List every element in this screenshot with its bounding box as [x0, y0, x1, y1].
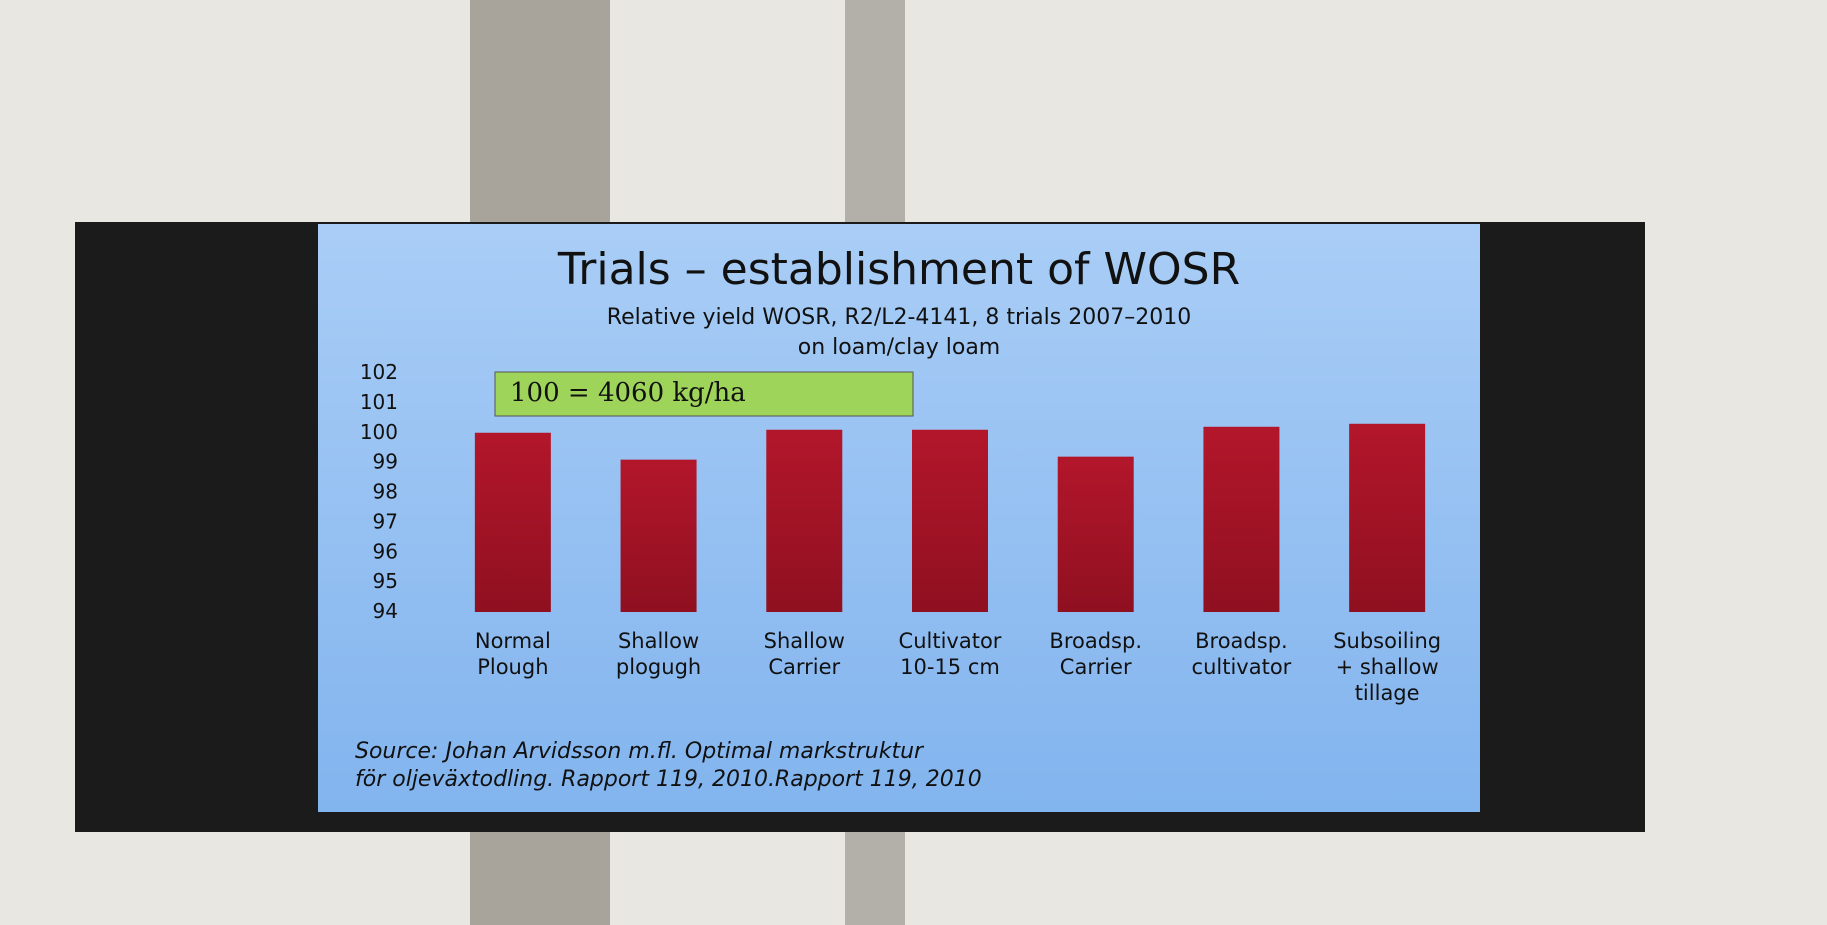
y-tick-label: 94 [373, 599, 398, 623]
bar [766, 430, 842, 612]
y-tick-label: 98 [373, 479, 398, 503]
bar [621, 460, 697, 612]
y-tick-label: 101 [360, 389, 398, 413]
y-tick-label: 97 [373, 509, 398, 533]
chart-title: Trials – establishment of WOSR [557, 244, 1240, 295]
bar [1058, 457, 1134, 612]
y-tick-label: 95 [373, 569, 398, 593]
bar [1349, 424, 1425, 612]
annotation: 100 = 4060 kg/ha [510, 378, 746, 408]
y-tick-label: 102 [360, 360, 398, 384]
y-tick-label: 99 [373, 449, 398, 473]
photo: Trials – establishment of WOSR 100 = 406… [0, 0, 1827, 925]
bar [912, 430, 988, 612]
bar [1203, 427, 1279, 612]
page: Trials – establishment of WOSR 100 = 406… [0, 0, 1827, 925]
y-tick-label: 96 [373, 539, 398, 563]
bar [475, 433, 551, 612]
y-tick-label: 100 [360, 419, 398, 443]
